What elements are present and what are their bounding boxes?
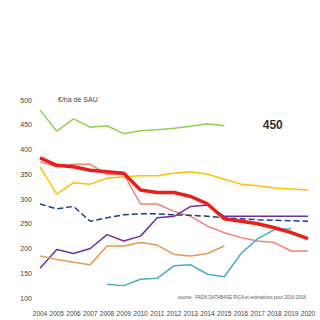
svg-text:400: 400 bbox=[20, 146, 32, 153]
svg-text:2016: 2016 bbox=[234, 310, 249, 317]
svg-text:2010: 2010 bbox=[133, 310, 148, 317]
svg-text:200: 200 bbox=[20, 245, 32, 252]
svg-text:2007: 2007 bbox=[83, 310, 98, 317]
svg-text:2005: 2005 bbox=[50, 310, 65, 317]
svg-text:2011: 2011 bbox=[150, 310, 164, 317]
svg-text:source : FADN DATABASE RICA et: source : FADN DATABASE RICA et estimatio… bbox=[178, 295, 306, 300]
svg-text:2006: 2006 bbox=[66, 310, 81, 317]
svg-text:2018: 2018 bbox=[267, 310, 282, 317]
svg-text:2013: 2013 bbox=[184, 310, 199, 317]
svg-text:2019: 2019 bbox=[284, 310, 299, 317]
svg-text:2014: 2014 bbox=[200, 310, 215, 317]
svg-text:250: 250 bbox=[20, 220, 32, 227]
svg-text:450: 450 bbox=[20, 121, 32, 128]
svg-text:2020: 2020 bbox=[301, 310, 316, 317]
svg-text:100: 100 bbox=[20, 295, 32, 302]
svg-text:350: 350 bbox=[20, 171, 32, 178]
svg-text:150: 150 bbox=[20, 270, 32, 277]
svg-text:2008: 2008 bbox=[100, 310, 115, 317]
svg-text:500: 500 bbox=[20, 97, 32, 104]
svg-text:2004: 2004 bbox=[33, 310, 48, 317]
svg-text:2017: 2017 bbox=[251, 310, 266, 317]
svg-text:450: 450 bbox=[263, 118, 283, 132]
svg-text:2015: 2015 bbox=[217, 310, 232, 317]
svg-text:€/ha de SAU: €/ha de SAU bbox=[58, 96, 98, 103]
svg-text:300: 300 bbox=[20, 196, 32, 203]
svg-text:2012: 2012 bbox=[167, 310, 182, 317]
svg-text:2009: 2009 bbox=[117, 310, 132, 317]
